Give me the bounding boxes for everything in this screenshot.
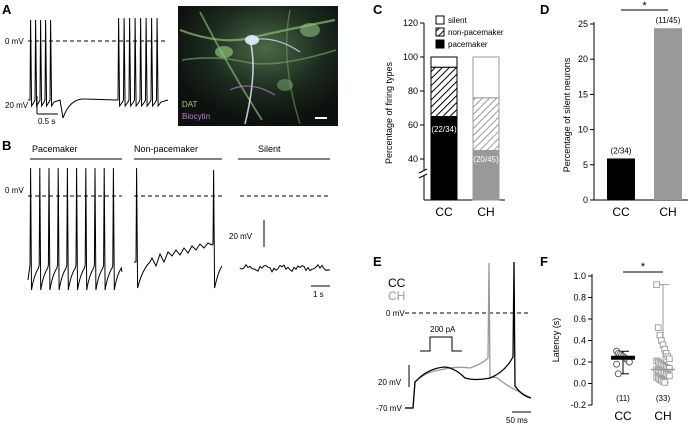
data-point-ch <box>666 372 673 380</box>
pacemaker-title: Pacemaker <box>32 144 78 154</box>
current-step-label: 200 pA <box>430 325 456 334</box>
legend-label-pacemaker: pacemaker <box>448 40 488 49</box>
y-tick-label-f: 0.2 <box>573 357 586 367</box>
panel-letter-c: C <box>373 2 383 17</box>
significance-star-f: * <box>641 261 646 273</box>
baseline-label-e: -70 mV <box>376 404 402 413</box>
axis-break-mark <box>418 173 428 179</box>
y-tick-label-d: 0 <box>583 195 588 205</box>
non-pacemaker-trace <box>134 167 223 289</box>
y-tick-label-c: 120 <box>403 18 418 28</box>
chart-d: 0 5 10 15 20 25 (2/34) CC (11/45) CH * <box>578 0 688 219</box>
bar-segment-non-pacemaker <box>472 97 500 152</box>
panel-letter-b: B <box>2 138 11 153</box>
chart-f: -0.2 0.0 0.2 0.4 0.6 0.8 1.0 (11) CC (33) CH * <box>570 261 675 423</box>
silent-trace <box>239 263 331 273</box>
non-pacemaker-title: Non-pacemaker <box>134 144 198 154</box>
y-tick-label-c: 40 <box>408 154 418 164</box>
y-tick-label-f: 0.4 <box>573 336 586 346</box>
y-tick-label-d: 10 <box>578 125 588 135</box>
n-label-f: (11) <box>616 394 630 403</box>
y-tick-label-d: 20 <box>578 54 588 64</box>
legend-label-silent: silent <box>448 16 467 25</box>
bar-segment-pacemaker <box>472 150 500 201</box>
bar-count-label-d: (11/45) <box>656 16 681 25</box>
legend-label-non-pacemaker: non-pacemaker <box>448 28 504 37</box>
data-point-cc <box>625 358 633 366</box>
scale-time-label-b: 1 s <box>313 290 324 299</box>
legend-swatch-non-pacemaker <box>435 27 445 37</box>
bar-count-label-d: (2/34) <box>611 146 632 155</box>
scale-time-label-e: 50 ms <box>506 416 528 425</box>
panel-letter-e: E <box>373 254 382 269</box>
bar-count-label-c: (20/45) <box>473 155 499 164</box>
x-tick-label-f: CH <box>654 409 671 423</box>
panel-letter-a: A <box>2 2 12 17</box>
cc-voltage-trace <box>405 261 532 409</box>
dat-label: DAT <box>182 100 198 109</box>
bar-d <box>654 28 682 200</box>
panel-letter-d: D <box>540 2 549 17</box>
y-axis-title-f: Latency (s) <box>551 318 561 363</box>
legend-swatch-pacemaker <box>435 39 445 49</box>
zero-mv-label: 0 mV <box>5 37 24 46</box>
y-tick-label-d: 15 <box>578 89 588 99</box>
bar-segment-silent <box>430 56 458 68</box>
zero-mv-label-e: 0 mV <box>386 309 405 318</box>
y-tick-label-d: 5 <box>583 160 588 170</box>
n-label-f: (33) <box>656 394 671 403</box>
x-tick-label-c: CC <box>435 205 453 219</box>
y-tick-label-f: -0.2 <box>570 400 586 410</box>
scale-voltage-label: 20 mV <box>5 101 29 110</box>
y-tick-label-f: 0.0 <box>573 379 586 389</box>
data-point-ch <box>661 379 668 386</box>
axis-break-mark <box>418 168 428 174</box>
scale-time-label: 0.5 s <box>38 117 55 126</box>
y-tick-label-c: 80 <box>408 86 418 96</box>
data-point-ch <box>656 331 664 339</box>
bar-segment-non-pacemaker <box>430 66 458 117</box>
x-tick-label-d: CC <box>612 205 630 219</box>
voltage-trace-a <box>28 17 169 119</box>
fluorescence-micrograph: DAT Biocytin <box>178 6 338 126</box>
x-tick-label-c: CH <box>477 205 494 219</box>
data-point-ch <box>653 281 660 288</box>
ch-legend-label: CH <box>388 289 405 303</box>
y-tick-label-c: 100 <box>403 52 418 62</box>
chart-c: 40 60 80 100 120 (22/34) CC (20/45) CH <box>403 18 505 219</box>
data-point-cc <box>614 370 622 378</box>
scale-voltage-label-e: 20 mV <box>378 378 402 387</box>
x-tick-label-d: CH <box>659 205 676 219</box>
pacemaker-trace <box>27 167 123 291</box>
y-axis-title-d: Percentage of silent neurons <box>562 57 572 172</box>
axis-break-gap <box>420 170 428 176</box>
data-point-ch <box>666 355 673 363</box>
ch-voltage-trace <box>405 262 532 409</box>
biocytin-label: Biocytin <box>182 112 210 121</box>
bar-count-label-c: (22/34) <box>431 125 457 134</box>
y-tick-label-f: 0.6 <box>573 314 586 324</box>
x-tick-label-f: CC <box>614 409 632 423</box>
cc-legend-label: CC <box>388 276 406 290</box>
data-point-ch <box>654 324 662 331</box>
y-tick-label-c: 60 <box>408 120 418 130</box>
y-axis-title-c: Percentage of firing types <box>384 61 394 164</box>
bar-segment-silent <box>472 56 500 99</box>
panel-letter-f: F <box>540 254 548 269</box>
silent-title: Silent <box>258 144 281 154</box>
scale-voltage-label-b: 20 mV <box>229 232 253 241</box>
data-point-cc <box>613 360 621 368</box>
legend-swatch-silent <box>435 15 445 25</box>
y-tick-label-f: 1.0 <box>573 271 586 281</box>
y-tick-label-f: 0.8 <box>573 293 586 303</box>
y-tick-label-d: 25 <box>578 19 588 29</box>
significance-star-d: * <box>642 0 647 12</box>
current-step-icon <box>420 336 462 352</box>
zero-mv-label-b: 0 mV <box>5 186 24 195</box>
bar-d <box>607 158 635 200</box>
